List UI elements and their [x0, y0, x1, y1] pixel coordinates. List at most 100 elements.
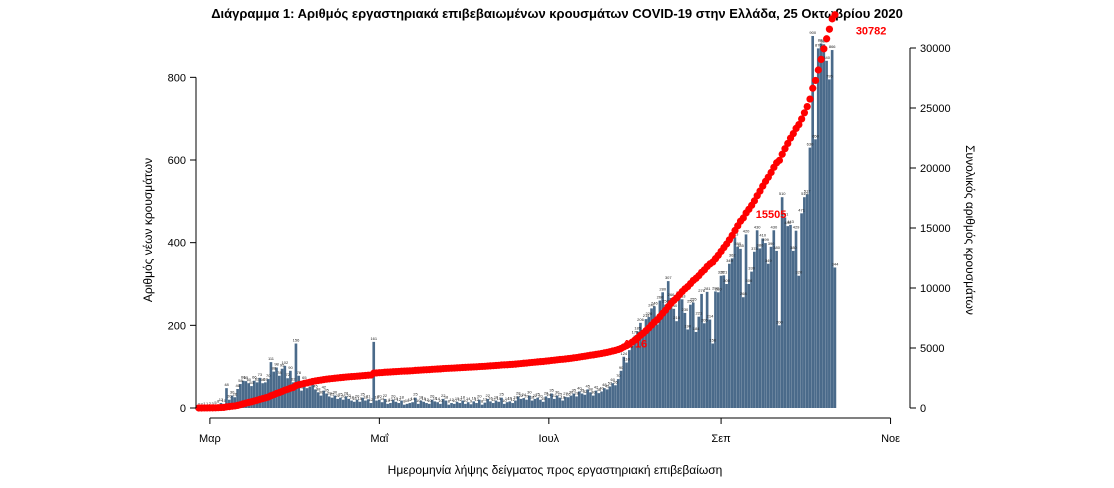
y-tick-label: 400	[168, 238, 186, 250]
bar-value-label: 882	[818, 37, 825, 42]
bar	[625, 362, 628, 408]
bar-value-label: 15	[422, 396, 427, 401]
bar	[477, 399, 481, 408]
bar	[739, 248, 742, 408]
bar	[297, 375, 301, 408]
bar	[611, 383, 614, 408]
bar	[464, 403, 467, 408]
bar-value-label: 8	[448, 399, 451, 404]
bar	[475, 403, 478, 408]
bar-value-label: 650	[812, 133, 819, 138]
bar	[814, 139, 817, 408]
bar	[311, 383, 314, 408]
bar-value-label: 28	[344, 390, 349, 395]
bar-value-label: 58	[238, 378, 243, 383]
bar-value-label: 28	[516, 390, 521, 395]
bar	[828, 79, 831, 409]
bar-value-label: 866	[829, 44, 836, 49]
bar	[550, 393, 553, 408]
cumulative-annotation: 4716	[623, 338, 647, 350]
y-tick-label: 0	[180, 403, 186, 415]
bar-value-label: 206	[637, 317, 644, 322]
bar	[255, 382, 259, 408]
bar-value-label: 386	[757, 242, 764, 247]
bar-value-label: 870	[815, 42, 822, 47]
x-tick-label: Μαΐ	[370, 433, 389, 445]
bar	[830, 50, 834, 409]
bar	[433, 401, 437, 408]
bar-value-label: 15	[541, 396, 546, 401]
bar-value-label: 16	[433, 395, 438, 400]
bar-value-label: 18	[494, 395, 499, 400]
bar	[686, 329, 689, 408]
bar	[447, 404, 451, 408]
bar	[361, 397, 364, 408]
bar	[327, 396, 331, 408]
bar-value-label: 12	[388, 397, 393, 402]
bar-value-label: 25	[330, 392, 335, 397]
bar	[658, 300, 662, 408]
bar	[225, 388, 228, 408]
bar	[572, 393, 576, 408]
bar-value-label: 65	[302, 375, 307, 380]
bar-value-label: 10	[416, 398, 421, 403]
bar-value-label: 280	[659, 286, 666, 291]
x-tick-label: Σεπ	[711, 433, 731, 445]
bar-value-label: 307	[665, 275, 672, 280]
bar	[769, 246, 773, 408]
bar-value-label: 20	[477, 394, 482, 399]
bar	[400, 400, 403, 408]
bar	[744, 234, 748, 408]
bar	[794, 230, 798, 408]
bar	[636, 331, 639, 408]
bar	[811, 36, 815, 408]
bar	[389, 403, 392, 408]
bar-value-label: 250	[687, 299, 694, 304]
bar-value-label: 20	[377, 394, 382, 399]
bar	[697, 316, 701, 408]
bar-value-label: 12	[474, 397, 479, 402]
bar-value-label: 20	[355, 394, 360, 399]
bar-value-label: 14	[380, 396, 385, 401]
bar-value-label: 52	[608, 381, 613, 386]
bar	[405, 403, 409, 408]
bar	[703, 323, 706, 408]
bar	[330, 397, 334, 408]
bar-value-label: 30	[230, 390, 235, 395]
cumulative-point	[825, 25, 834, 33]
bar-value-label: 12	[219, 397, 224, 402]
bar	[500, 397, 503, 408]
bar-value-label: 18	[399, 395, 404, 400]
bar	[489, 401, 492, 408]
bar-value-label: 25	[535, 392, 540, 397]
bar	[722, 275, 726, 408]
bar	[455, 401, 459, 408]
cumulative-point	[806, 95, 814, 103]
bar	[639, 322, 642, 408]
bar	[452, 403, 456, 408]
bar-value-label: 20	[391, 394, 396, 399]
bar-value-label: 390	[734, 241, 741, 246]
bar	[386, 403, 389, 408]
bar	[653, 306, 656, 408]
bar-value-label: 14	[435, 396, 440, 401]
bar-value-label: 268	[740, 291, 747, 296]
bar	[383, 398, 387, 408]
bar	[250, 386, 253, 408]
bar-value-label: 30	[319, 390, 324, 395]
bar-value-label: 16	[472, 395, 477, 400]
bar	[689, 304, 692, 408]
bar-value-label: 300	[746, 278, 753, 283]
bar	[711, 343, 714, 408]
bar-value-label: 344	[832, 261, 839, 266]
bar	[758, 248, 762, 408]
bar-value-label: 30	[555, 390, 560, 395]
bar-value-label: 630	[807, 142, 814, 147]
bar-value-label: 12	[408, 397, 413, 402]
bar-value-label: 5	[214, 400, 217, 405]
bar	[416, 403, 420, 408]
cumulative-point	[803, 103, 811, 111]
bar-value-label: 320	[718, 270, 725, 275]
bar-value-label: 10	[427, 398, 432, 403]
bar-value-label: 420	[743, 228, 750, 233]
